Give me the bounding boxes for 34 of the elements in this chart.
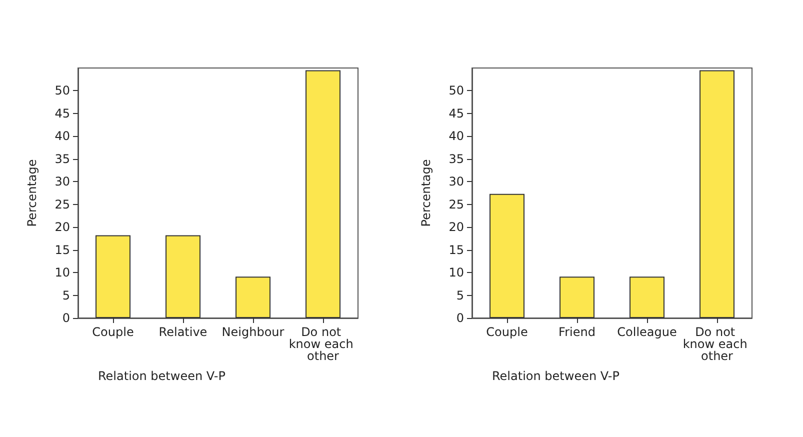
- y-tick-label: 30: [448, 174, 464, 189]
- y-tick-label: 40: [54, 129, 70, 144]
- x-tick-label: Friend: [558, 325, 596, 339]
- y-tick-label: 20: [448, 220, 464, 234]
- x-tick-label: Do not know each other: [682, 325, 752, 363]
- y-tick-label: 5: [62, 288, 70, 302]
- y-tick-label: 45: [54, 106, 70, 120]
- y-tick-label: 50: [448, 84, 464, 98]
- y-tick-label: 30: [54, 174, 70, 189]
- y-tick-label: 45: [448, 106, 464, 120]
- y-axis-title: Percentage: [419, 159, 433, 227]
- y-tick-label: 5: [456, 288, 464, 302]
- y-tick-label: 25: [54, 197, 70, 212]
- y-tick-label: 15: [448, 242, 464, 257]
- y-tick-label: 10: [54, 266, 70, 280]
- y-tick-label: 35: [54, 152, 70, 166]
- x-tick-label: Do not know each other: [288, 325, 358, 363]
- y-tick-label: 50: [54, 84, 70, 98]
- x-tick-label: Couple: [486, 325, 528, 339]
- y-tick-label: 0: [456, 311, 464, 325]
- y-tick-label: 20: [54, 220, 70, 234]
- y-tick-label: 15: [54, 242, 70, 257]
- y-axis-title: Percentage: [25, 159, 39, 227]
- y-tick-label: 0: [62, 311, 70, 325]
- y-tick-label: 10: [448, 266, 464, 280]
- x-axis-title: Relation between V-P: [98, 369, 226, 383]
- y-tick-label: 40: [448, 129, 464, 144]
- y-tick-label: 35: [448, 152, 464, 166]
- x-tick-label: Neighbour: [222, 325, 284, 339]
- x-tick-label: Relative: [158, 325, 208, 339]
- x-tick-label: Colleague: [617, 325, 677, 339]
- x-axis-title: Relation between V-P: [492, 369, 620, 383]
- x-tick-label: Couple: [92, 325, 134, 339]
- y-tick-label: 25: [448, 197, 464, 212]
